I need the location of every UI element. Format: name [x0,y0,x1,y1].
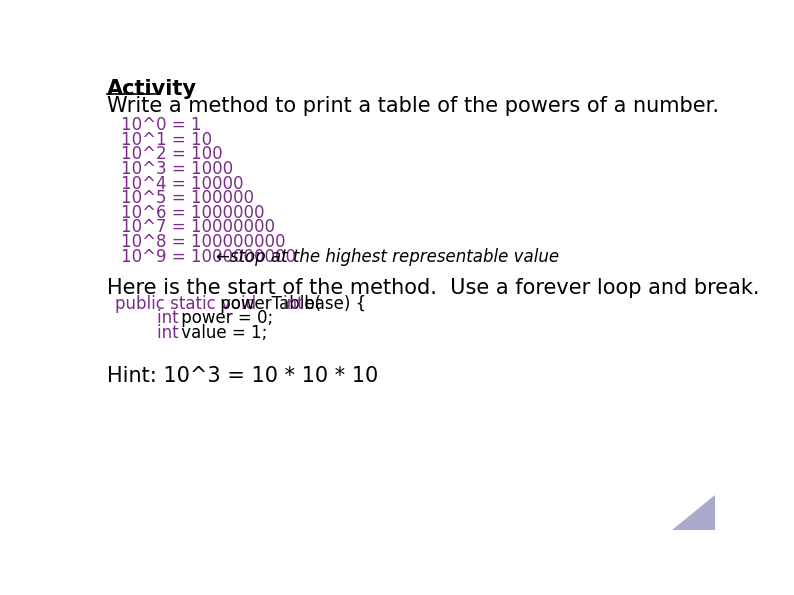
Text: 10^8 = 100000000: 10^8 = 100000000 [121,233,286,251]
Polygon shape [672,495,715,530]
Text: int: int [115,324,179,342]
Text: 10^6 = 1000000: 10^6 = 1000000 [121,204,264,222]
Text: public static void: public static void [115,295,256,313]
Text: int: int [115,309,179,327]
Text: 10^1 = 10: 10^1 = 10 [121,131,212,149]
Text: 10^0 = 1: 10^0 = 1 [121,116,202,134]
Text: Activity: Activity [107,79,197,99]
Text: power = 0;: power = 0; [176,309,273,327]
Text: base) {: base) { [299,295,366,313]
Text: int: int [282,295,304,313]
Text: Here is the start of the method.  Use a forever loop and break.: Here is the start of the method. Use a f… [107,278,760,298]
Text: powerTable(: powerTable( [215,295,322,313]
Text: 10^5 = 100000: 10^5 = 100000 [121,189,254,207]
Text: Hint: 10^3 = 10 * 10 * 10: Hint: 10^3 = 10 * 10 * 10 [107,367,378,386]
Text: 10^3 = 1000: 10^3 = 1000 [121,160,233,178]
Text: 10^4 = 10000: 10^4 = 10000 [121,174,244,193]
Text: Write a method to print a table of the powers of a number.: Write a method to print a table of the p… [107,96,719,116]
Text: 10^2 = 100: 10^2 = 100 [121,145,222,163]
Text: ←stop at the highest representable value: ←stop at the highest representable value [216,248,559,266]
Text: 10^7 = 10000000: 10^7 = 10000000 [121,218,275,236]
Text: 10^9 = 1000000000: 10^9 = 1000000000 [121,248,296,266]
Text: value = 1;: value = 1; [176,324,268,342]
